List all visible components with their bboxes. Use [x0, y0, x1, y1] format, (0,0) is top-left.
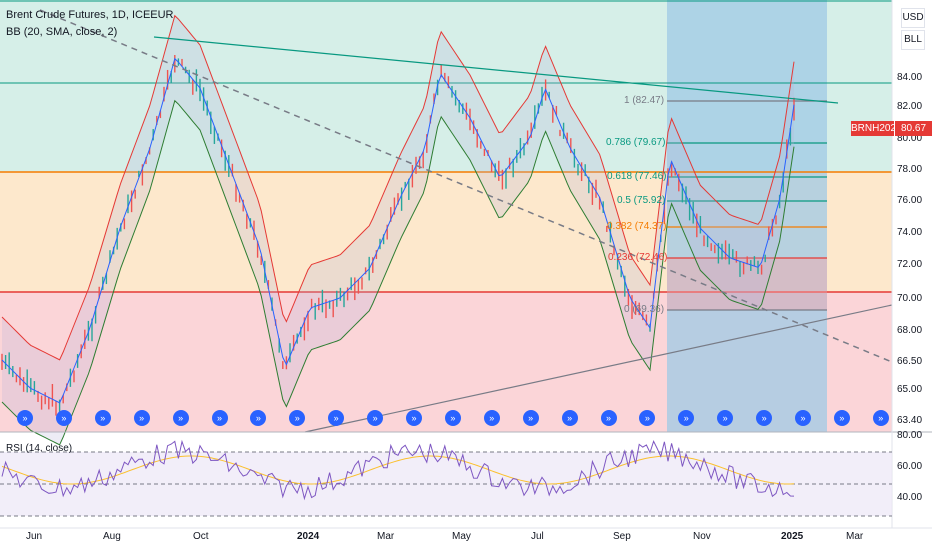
fib-level-label: 0.382 (74.37)	[607, 221, 667, 232]
fib-level-label: 0.618 (77.46)	[607, 171, 667, 182]
time-tick: 2024	[297, 531, 320, 542]
forward-arrow-icon[interactable]: »	[756, 410, 773, 426]
price-tick: 82.00	[897, 101, 923, 112]
time-tick: Jun	[26, 531, 43, 542]
time-tick: Aug	[103, 531, 121, 542]
forward-arrow-icon[interactable]: »	[483, 410, 500, 426]
forward-arrow-icon[interactable]: »	[289, 410, 306, 426]
forward-arrow-icon[interactable]: »	[600, 410, 617, 426]
time-tick: Mar	[377, 531, 395, 542]
bollinger-lower-line	[1, 99, 795, 446]
bollinger-band-fill	[2, 15, 794, 445]
price-tick: 74.00	[897, 227, 923, 238]
rsi-indicator-label[interactable]: RSI (14, close)	[6, 443, 73, 454]
forward-arrow-icon[interactable]: »	[833, 410, 850, 426]
fib-level-label: 0 (69.36)	[624, 304, 665, 315]
forward-arrow-icon[interactable]: »	[328, 410, 345, 426]
forward-arrow-icon[interactable]: »	[522, 410, 539, 426]
time-tick: May	[452, 531, 471, 542]
time-tick: Sep	[613, 531, 631, 542]
ascending-support-line	[304, 304, 893, 433]
price-tick: 80.00	[897, 133, 923, 144]
currency-button[interactable]: USD	[901, 8, 925, 28]
forward-arrow-icon[interactable]: »	[717, 410, 734, 426]
price-tick: 76.00	[897, 195, 923, 206]
price-tick: 65.00	[897, 384, 923, 395]
price-tick: 84.00	[897, 72, 923, 83]
price-tick: 66.50	[897, 356, 923, 367]
forward-arrow-icon[interactable]: »	[795, 410, 811, 426]
fib-level-label: 0.236 (72.46)	[608, 252, 668, 263]
bollinger-upper-line	[1, 14, 795, 361]
unit-button[interactable]: BLL	[901, 30, 925, 50]
last-price-badge: BRNH2025 80.67	[851, 121, 932, 136]
forward-arrow-icon[interactable]: »	[55, 410, 72, 426]
time-tick: Nov	[693, 531, 711, 542]
rsi-tick: 40.00	[897, 492, 923, 503]
forward-arrow-icon[interactable]: »	[872, 410, 889, 426]
forward-arrow-icon[interactable]: »	[133, 410, 150, 426]
price-tick: 63.40	[897, 415, 923, 426]
forward-arrow-icon[interactable]: »	[211, 410, 228, 426]
descending-resistance-line	[153, 36, 839, 104]
price-tick: 78.00	[897, 164, 923, 175]
forward-arrow-icon[interactable]: »	[17, 410, 33, 426]
forward-arrow-icon[interactable]: »	[250, 410, 267, 426]
forward-arrow-icon[interactable]: »	[172, 410, 189, 426]
fib-level-label: 0.5 (75.92)	[617, 195, 666, 206]
fib-level-label: 0.786 (79.67)	[606, 137, 666, 148]
rsi-line	[1, 439, 795, 501]
price-tick: 68.00	[897, 325, 923, 336]
forward-arrow-icon[interactable]: »	[561, 410, 578, 426]
forward-arrow-icon[interactable]: »	[444, 410, 461, 426]
symbol-title[interactable]: Brent Crude Futures, 1D, ICEEUR	[6, 9, 174, 21]
bollinger-basis-line	[1, 57, 795, 404]
fib-level-label: 1 (82.47)	[624, 95, 665, 106]
time-tick: Oct	[193, 531, 209, 542]
rsi-tick: 80.00	[897, 430, 923, 441]
rsi-tick: 60.00	[897, 461, 923, 472]
time-tick: Mar	[846, 531, 864, 542]
price-tick: 72.00	[897, 259, 923, 270]
price-tick: 70.00	[897, 293, 923, 304]
time-tick: Jul	[531, 531, 544, 542]
forward-arrow-icon[interactable]: »	[406, 410, 422, 426]
rsi-ma-line	[1, 455, 795, 485]
forward-arrow-icon[interactable]: »	[367, 410, 384, 426]
last-price-value: 80.67	[894, 121, 932, 136]
forward-arrow-icon[interactable]: »	[94, 410, 111, 426]
bollinger-indicator-label[interactable]: BB (20, SMA, close, 2)	[6, 26, 118, 38]
time-tick: 2025	[781, 531, 804, 542]
last-price-symbol: BRNH2025	[851, 121, 902, 136]
forward-arrow-icon[interactable]: »	[678, 410, 695, 426]
forward-arrow-icon[interactable]: »	[639, 410, 656, 426]
